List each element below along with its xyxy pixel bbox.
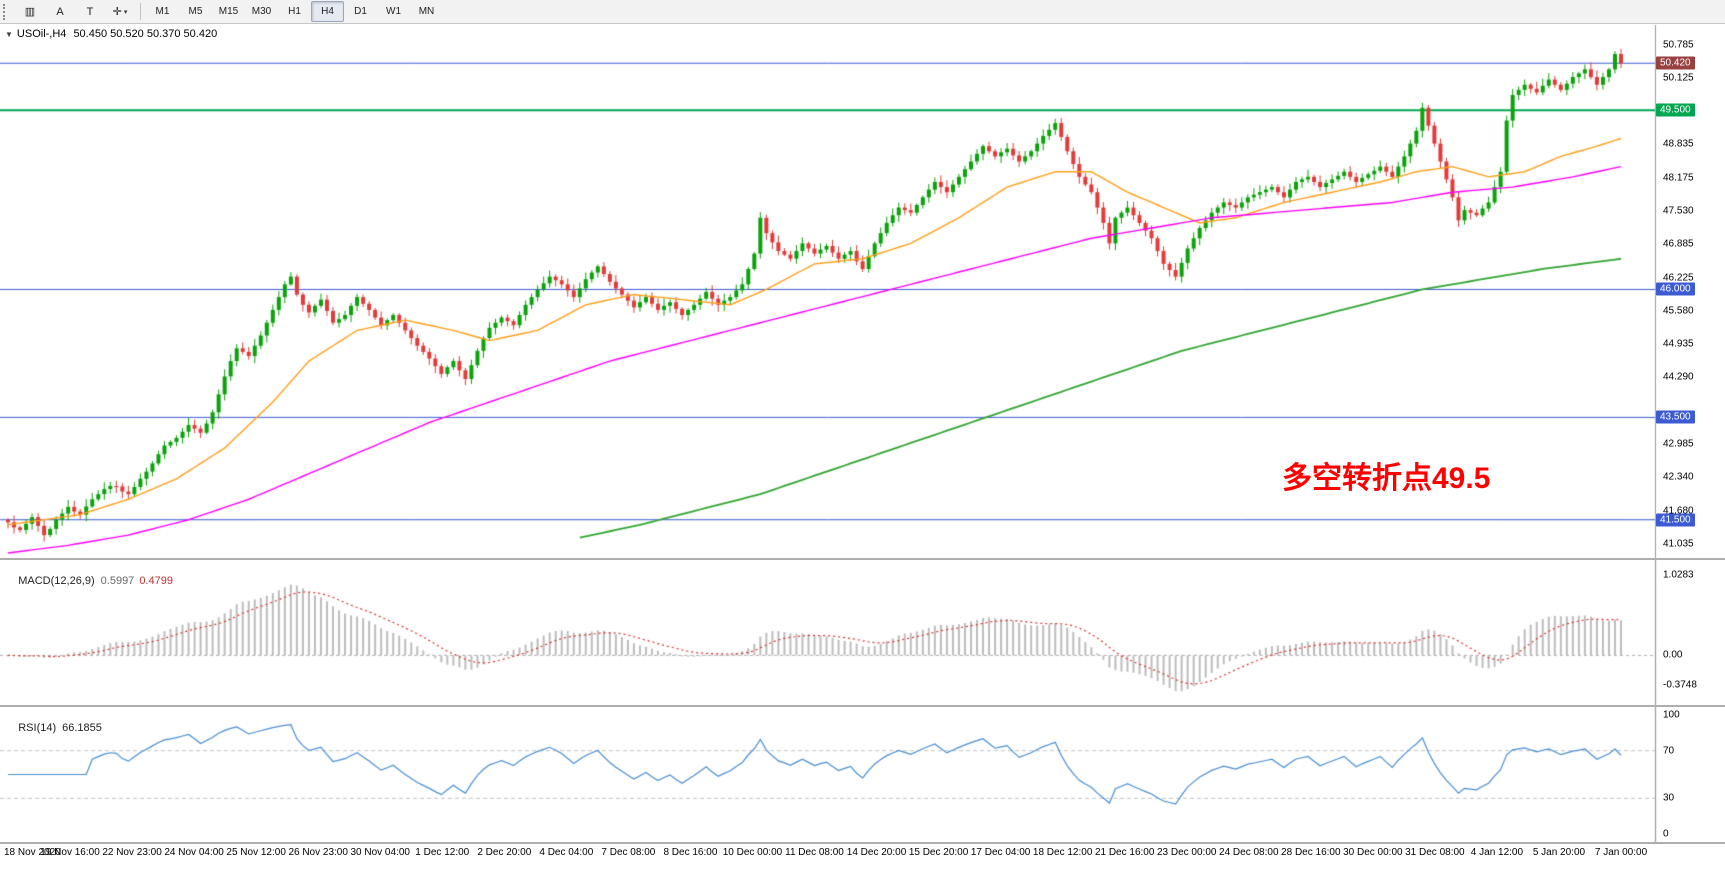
- top-toolbar: ▥ A T ✛ ▾ M1 M5 M15 M30 H1 H4 D1 W1 MN: [0, 0, 1725, 24]
- crosshair-tool[interactable]: ✛ ▾: [112, 6, 128, 18]
- time-tick-label: 4 Dec 04:00: [539, 847, 594, 858]
- price-line-label: 41.500: [1656, 513, 1695, 527]
- time-tick-label: 23 Dec 00:00: [1156, 847, 1217, 858]
- cursor-a-tool[interactable]: A: [56, 5, 64, 18]
- rsi-header: RSI(14) 66.1855: [6, 710, 102, 746]
- price-tick-label: 46.225: [1663, 272, 1694, 284]
- time-tick-label: 19 Nov 16:00: [40, 847, 100, 858]
- time-tick-label: 30 Nov 04:00: [350, 847, 410, 858]
- macd-signal-value: 0.4799: [139, 575, 173, 587]
- rsi-panel-canvas[interactable]: [0, 707, 1725, 842]
- timeframe-button-m5[interactable]: M5: [188, 6, 203, 17]
- timeframe-button-m1[interactable]: M1: [155, 6, 170, 17]
- time-tick-label: 17 Dec 04:00: [970, 847, 1031, 858]
- macd-label: MACD(12,26,9): [18, 575, 95, 587]
- price-tick-label: 41.035: [1663, 538, 1694, 550]
- rsi-tick-label: 0: [1663, 828, 1669, 840]
- time-axis[interactable]: 18 Nov 2020 19 Nov 16:00 22 Nov 23:00 24 No…: [0, 844, 1725, 864]
- text-label-tool[interactable]: T: [86, 5, 94, 18]
- macd-tick-label: 1.0283: [1663, 569, 1694, 581]
- toolbar-grip[interactable]: [3, 3, 10, 20]
- price-tick-label: 50.785: [1663, 39, 1694, 51]
- macd-tick-label: 0.00: [1663, 649, 1683, 661]
- panel-separator[interactable]: [0, 842, 1725, 844]
- time-tick-label: 30 Dec 00:00: [1343, 847, 1403, 858]
- ohlc-values: 50.450 50.520 50.370 50.420: [73, 28, 218, 40]
- price-line-label: 43.500: [1656, 410, 1695, 424]
- time-tick-label: 2 Dec 20:00: [477, 847, 532, 858]
- price-line-label: 49.500: [1656, 103, 1695, 117]
- price-tick-label: 48.835: [1663, 138, 1694, 150]
- price-tick-label: 41.680: [1663, 505, 1694, 517]
- time-tick-label: 21 Dec 16:00: [1094, 847, 1155, 858]
- price-tick-label: 48.175: [1663, 172, 1694, 184]
- time-tick-label: 10 Dec 00:00: [722, 847, 783, 858]
- price-line-label: 46.000: [1656, 282, 1695, 296]
- timeframe-button-h4[interactable]: H4: [311, 1, 344, 22]
- timeframe-button-d1[interactable]: D1: [354, 6, 367, 17]
- time-tick-label: 7 Jan 00:00: [1594, 847, 1648, 858]
- time-tick-label: 11 Dec 08:00: [785, 847, 844, 858]
- price-line-label: 50.420: [1656, 56, 1695, 70]
- time-tick-label: 15 Dec 20:00: [908, 847, 969, 858]
- time-tick-label: 28 Dec 16:00: [1281, 847, 1341, 858]
- rsi-axis[interactable]: 100 70 30 0: [1655, 707, 1725, 842]
- timeframes-group: M1 M5 M15 M30 H1 H4 D1 W1 MN: [146, 1, 443, 22]
- rsi-value: 66.1855: [62, 722, 102, 734]
- chart-text-annotation[interactable]: 多空转折点49.5: [1282, 462, 1491, 495]
- tools-group: ▥ A T ✛ ▾: [15, 1, 135, 22]
- rsi-tick-label: 100: [1663, 709, 1680, 721]
- price-tick-label: 42.985: [1663, 438, 1694, 450]
- price-chart-canvas[interactable]: [0, 25, 1725, 558]
- time-tick-label: 7 Dec 08:00: [601, 847, 656, 858]
- toolbar-separator: [140, 3, 141, 20]
- symbol-period-label: USOil-,H4: [16, 28, 67, 40]
- time-tick-label: 26 Nov 23:00: [288, 847, 348, 858]
- time-tick-label: 22 Nov 23:00: [102, 847, 162, 858]
- price-tick-label: 45.580: [1663, 305, 1694, 317]
- time-tick-label: 31 Dec 08:00: [1405, 847, 1465, 858]
- price-tick-label: 42.340: [1663, 471, 1694, 483]
- macd-panel-canvas[interactable]: [0, 560, 1725, 705]
- price-axis[interactable]: 50.785 50.125 48.835 48.175 47.530 46.885 46.2…: [1655, 25, 1725, 558]
- timeframe-button-w1[interactable]: W1: [386, 6, 401, 17]
- time-tick-label: 25 Nov 12:00: [226, 847, 286, 858]
- timeframe-button-m30[interactable]: M30: [251, 6, 272, 17]
- time-tick-label: 1 Dec 12:00: [415, 847, 470, 858]
- price-tick-label: 47.530: [1663, 205, 1694, 217]
- macd-tick-label: -0.3748: [1663, 679, 1697, 691]
- rsi-tick-label: 30: [1663, 792, 1675, 804]
- rsi-label: RSI(14): [18, 722, 57, 734]
- price-tick-label: 50.125: [1663, 72, 1694, 84]
- price-tick-label: 44.935: [1663, 338, 1694, 350]
- time-tick-label: 18 Nov 2020: [4, 847, 61, 858]
- macd-main-value: 0.5997: [100, 575, 135, 587]
- time-tick-label: 24 Dec 08:00: [1219, 847, 1279, 858]
- chart-window: ▼ USOil-,H4 50.450 50.520 50.370 50.420 …: [0, 25, 1725, 885]
- macd-axis[interactable]: 1.0283 0.00 -0.3748: [1655, 560, 1725, 705]
- price-tick-label: 46.885: [1663, 238, 1694, 250]
- charts-grid-icon[interactable]: ▥: [24, 6, 36, 18]
- time-tick-label: 5 Jan 20:00: [1532, 847, 1586, 858]
- quote-dropdown-icon[interactable]: ▼: [5, 29, 13, 39]
- chart-title: ▼ USOil-,H4 50.450 50.520 50.370 50.420: [5, 28, 217, 40]
- time-tick-label: 18 Dec 12:00: [1032, 847, 1093, 858]
- timeframe-button-m15[interactable]: M15: [218, 6, 239, 17]
- time-tick-label: 14 Dec 20:00: [846, 847, 907, 858]
- time-tick-label: 8 Dec 16:00: [663, 847, 718, 858]
- price-tick-label: 44.290: [1663, 371, 1694, 383]
- timeframe-button-h1[interactable]: H1: [288, 6, 301, 17]
- macd-header: MACD(12,26,9) 0.5997 0.4799: [6, 563, 173, 599]
- timeframe-button-mn[interactable]: MN: [418, 6, 435, 17]
- rsi-tick-label: 70: [1663, 745, 1675, 757]
- panel-separator[interactable]: [0, 705, 1725, 707]
- panel-separator[interactable]: [0, 558, 1725, 560]
- time-tick-label: 24 Nov 04:00: [164, 847, 224, 858]
- dropdown-caret-icon: ▾: [123, 8, 128, 16]
- time-tick-label: 4 Jan 12:00: [1470, 847, 1524, 858]
